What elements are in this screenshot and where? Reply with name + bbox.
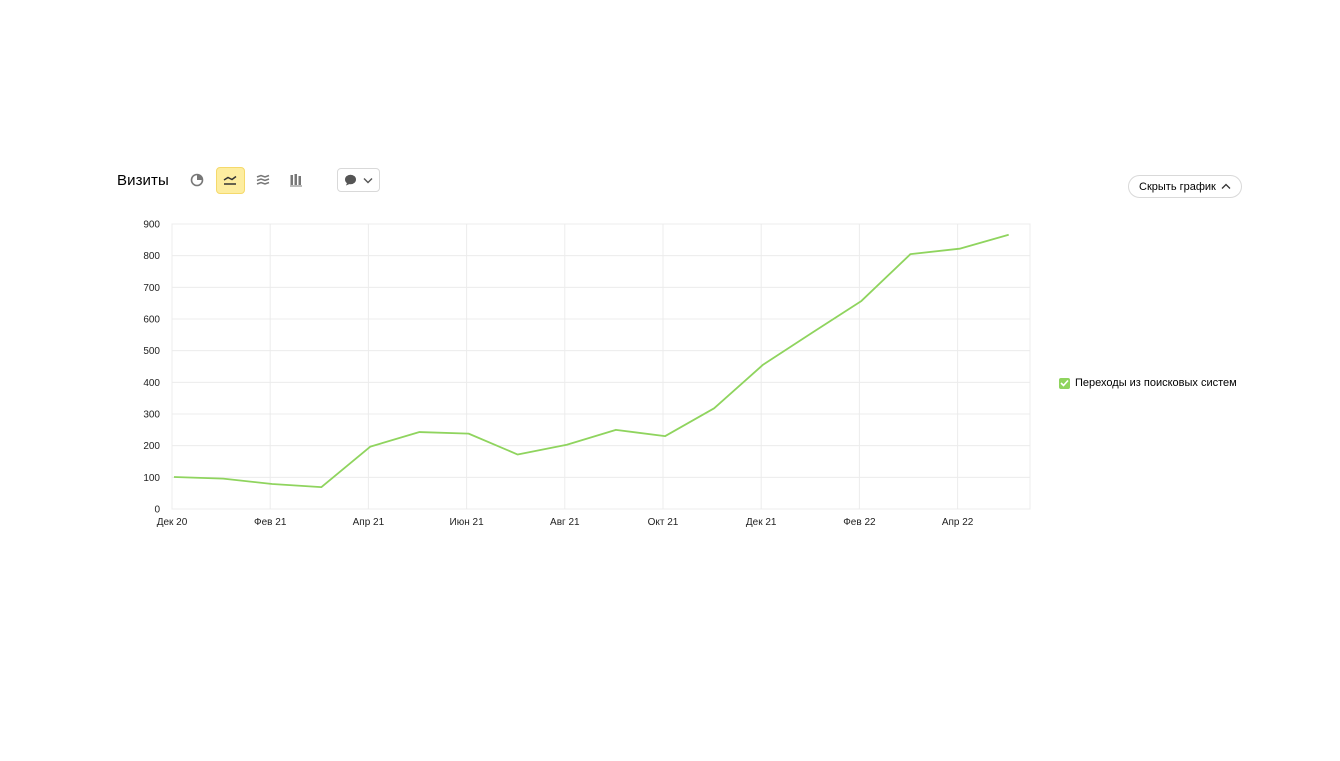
pie-chart-icon: [191, 173, 204, 187]
bar-chart-icon: [290, 174, 303, 187]
x-tick-label: Фев 22: [843, 517, 876, 528]
y-tick-label: 500: [143, 346, 160, 357]
area-chart-icon: [257, 174, 270, 185]
series-line: [173, 233, 1009, 489]
y-tick-label: 600: [143, 315, 160, 326]
hide-chart-button[interactable]: Скрыть график: [1128, 175, 1242, 198]
y-tick-label: 300: [143, 410, 160, 421]
legend-label: Переходы из поисковых систем: [1075, 377, 1237, 389]
checkbox-icon[interactable]: [1059, 377, 1070, 389]
chevron-up-icon: [1221, 183, 1231, 189]
y-tick-label: 700: [143, 283, 160, 294]
y-tick-label: 0: [154, 505, 160, 516]
y-tick-label: 800: [143, 251, 160, 262]
x-tick-label: Июн 21: [450, 517, 485, 528]
x-tick-label: Фев 21: [254, 517, 287, 528]
area-chart-button[interactable]: [249, 167, 278, 194]
x-axis: Дек 20 Фев 21 Апр 21 Июн 21 Авг 21 Окт 21 Дек …: [157, 517, 974, 528]
chart-grid: [171, 223, 1031, 510]
plot-frame: [171, 223, 1031, 510]
chevron-down-icon: [363, 177, 373, 183]
x-tick-label: Окт 21: [648, 517, 679, 528]
pie-chart-button[interactable]: [183, 167, 212, 194]
y-tick-label: 400: [143, 378, 160, 389]
line-chart-icon: [224, 175, 237, 185]
hide-chart-label: Скрыть график: [1139, 180, 1216, 193]
x-tick-label: Авг 21: [550, 517, 580, 528]
y-axis: 0 100 200 300 400 500 600 700 800 900: [143, 220, 160, 516]
y-tick-label: 200: [143, 441, 160, 452]
comment-icon: [344, 174, 356, 186]
bar-chart-button[interactable]: [282, 167, 311, 194]
y-tick-label: 100: [143, 473, 160, 484]
line-chart-button[interactable]: [215, 166, 245, 194]
x-tick-label: Апр 21: [353, 517, 385, 528]
chart-toolbar: Визиты: [117, 166, 380, 194]
chart-title: Визиты: [117, 171, 169, 189]
legend-item[interactable]: Переходы из поисковых систем: [1059, 377, 1237, 389]
x-tick-label: Дек 20: [157, 517, 188, 528]
x-tick-label: Апр 22: [942, 517, 974, 528]
x-tick-label: Дек 21: [746, 517, 777, 528]
series-layer: [173, 233, 1009, 489]
y-tick-label: 900: [143, 220, 160, 231]
notes-dropdown[interactable]: [336, 168, 380, 192]
